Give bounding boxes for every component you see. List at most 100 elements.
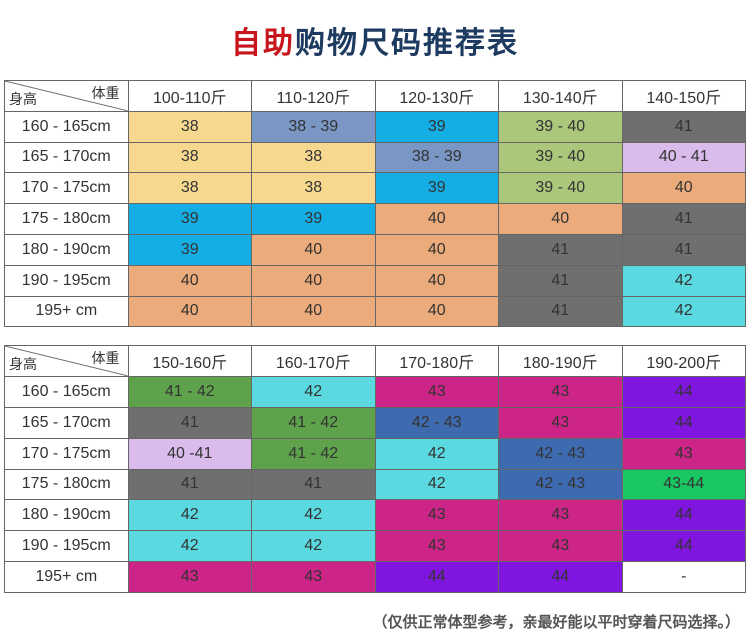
- size-cell: 40: [128, 296, 252, 327]
- size-cell: 43-44: [622, 469, 746, 500]
- size-cell: 41: [252, 469, 376, 500]
- size-cell: 40: [252, 234, 376, 265]
- title-blue: 购物尺码推荐表: [295, 27, 519, 60]
- size-cell: 40: [252, 296, 376, 327]
- size-cell: 40 -41: [128, 438, 252, 469]
- size-cell: 39: [252, 204, 376, 235]
- row-header: 195+ cm: [5, 296, 129, 327]
- size-cell: 40: [622, 173, 746, 204]
- size-table-1: 体重身高100-110斤110-120斤120-130斤130-140斤140-…: [4, 80, 746, 327]
- row-header: 165 - 170cm: [5, 142, 129, 173]
- size-cell: 39 - 40: [499, 173, 623, 204]
- column-header: 170-180斤: [375, 346, 499, 377]
- size-cell: 44: [499, 561, 623, 592]
- row-header: 160 - 165cm: [5, 377, 129, 408]
- weight-label: 体重: [92, 348, 120, 368]
- size-cell: 43: [622, 438, 746, 469]
- size-cell: 44: [622, 407, 746, 438]
- size-cell: 40: [375, 265, 499, 296]
- row-header: 160 - 165cm: [5, 111, 129, 142]
- size-cell: -: [622, 561, 746, 592]
- size-cell: 38: [128, 111, 252, 142]
- size-cell: 42 - 43: [499, 438, 623, 469]
- size-cell: 41: [128, 469, 252, 500]
- size-cell: 42: [252, 377, 376, 408]
- size-cell: 43: [499, 377, 623, 408]
- size-cell: 41: [622, 234, 746, 265]
- row-header: 195+ cm: [5, 561, 129, 592]
- size-cell: 38: [252, 173, 376, 204]
- size-cell: 43: [375, 531, 499, 562]
- column-header: 130-140斤: [499, 81, 623, 112]
- size-cell: 42 - 43: [499, 469, 623, 500]
- size-cell: 43: [499, 407, 623, 438]
- size-cell: 44: [622, 531, 746, 562]
- size-cell: 42: [252, 500, 376, 531]
- column-header: 150-160斤: [128, 346, 252, 377]
- row-header: 170 - 175cm: [5, 438, 129, 469]
- height-label: 身高: [9, 89, 37, 109]
- row-header: 170 - 175cm: [5, 173, 129, 204]
- size-cell: 43: [375, 377, 499, 408]
- row-header: 190 - 195cm: [5, 531, 129, 562]
- size-cell: 40: [375, 204, 499, 235]
- size-cell: 42: [622, 296, 746, 327]
- height-label: 身高: [9, 354, 37, 374]
- size-cell: 38 - 39: [375, 142, 499, 173]
- size-cell: 40: [252, 265, 376, 296]
- corner-cell: 体重 身高: [5, 81, 129, 112]
- size-cell: 38: [128, 173, 252, 204]
- size-cell: 40: [499, 204, 623, 235]
- row-header: 180 - 190cm: [5, 234, 129, 265]
- size-table-2: 体重 身高 150-160斤160-170斤170-180斤180-190斤190-…: [4, 345, 746, 592]
- size-cell: 39: [128, 204, 252, 235]
- size-cell: 42: [128, 500, 252, 531]
- column-header: 190-200斤: [622, 346, 746, 377]
- row-header: 175 - 180cm: [5, 469, 129, 500]
- size-cell: 41: [499, 265, 623, 296]
- size-cell: 42: [252, 531, 376, 562]
- row-header: 180 - 190cm: [5, 500, 129, 531]
- size-cell: 41: [499, 296, 623, 327]
- size-cell: 42: [375, 438, 499, 469]
- column-header: 160-170斤: [252, 346, 376, 377]
- column-header: 140-150斤: [622, 81, 746, 112]
- size-cell: 43: [128, 561, 252, 592]
- size-cell: 43: [499, 531, 623, 562]
- size-cell: 44: [622, 377, 746, 408]
- size-cell: 39 - 40: [499, 111, 623, 142]
- size-cell: 40 - 41: [622, 142, 746, 173]
- footnote: （仅供正常体型参考，亲最好能以平时穿着尺码选择。）: [4, 611, 746, 632]
- size-cell: 41 - 42: [128, 377, 252, 408]
- size-cell: 41: [622, 204, 746, 235]
- corner-cell: 体重 身高: [5, 346, 129, 377]
- size-cell: 41 - 42: [252, 407, 376, 438]
- size-cell: 41: [622, 111, 746, 142]
- size-cell: 41 - 42: [252, 438, 376, 469]
- size-cell: 44: [375, 561, 499, 592]
- row-header: 165 - 170cm: [5, 407, 129, 438]
- row-header: 175 - 180cm: [5, 204, 129, 235]
- size-cell: 43: [375, 500, 499, 531]
- size-cell: 40: [375, 234, 499, 265]
- size-cell: 41: [128, 407, 252, 438]
- size-cell: 42: [622, 265, 746, 296]
- size-cell: 40: [128, 265, 252, 296]
- size-cell: 39: [375, 111, 499, 142]
- size-cell: 42: [128, 531, 252, 562]
- size-cell: 38: [128, 142, 252, 173]
- weight-label: 体重: [92, 83, 120, 103]
- title-red: 自助: [231, 27, 295, 60]
- size-cell: 39 - 40: [499, 142, 623, 173]
- size-cell: 41: [499, 234, 623, 265]
- size-cell: 38 - 39: [252, 111, 376, 142]
- size-cell: 43: [252, 561, 376, 592]
- size-cell: 44: [622, 500, 746, 531]
- size-cell: 42: [375, 469, 499, 500]
- column-header: 110-120斤: [252, 81, 376, 112]
- size-cell: 42 - 43: [375, 407, 499, 438]
- size-cell: 40: [375, 296, 499, 327]
- row-header: 190 - 195cm: [5, 265, 129, 296]
- column-header: 120-130斤: [375, 81, 499, 112]
- column-header: 180-190斤: [499, 346, 623, 377]
